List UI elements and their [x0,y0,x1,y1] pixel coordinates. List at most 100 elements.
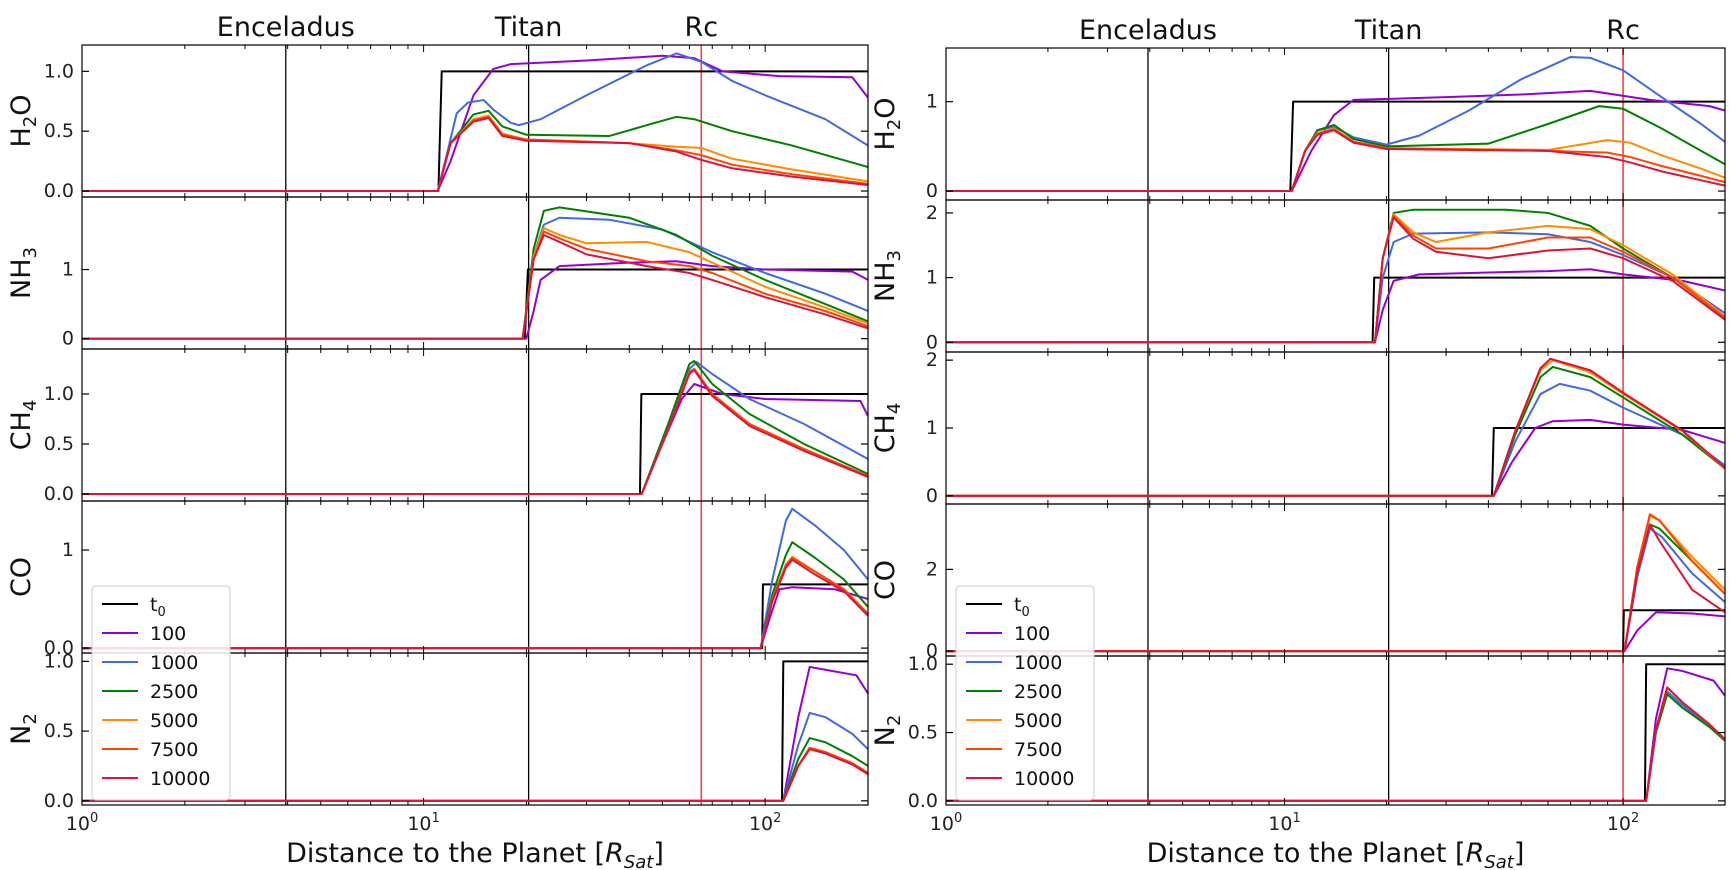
legend-label: 10000 [1014,768,1074,790]
y-tick-label: 1.0 [908,653,938,675]
series-line-t0 [946,276,1725,344]
y-tick-label: 1 [926,417,938,439]
series-group [946,513,1725,653]
y-axis-label: CH4 [6,400,41,451]
series-line-s10000 [82,234,868,340]
moon-label: Enceladus [1079,15,1217,46]
series-line-s10000 [82,117,868,193]
row-CO: 0.0 1 CO [6,500,869,659]
series-group [82,660,868,802]
moon-label: Titan [1354,15,1422,46]
y-axis-label: CO [6,557,37,597]
x-tick-label: 102 [749,811,781,835]
series-group [82,206,868,340]
rc-label: Rc [1606,15,1640,46]
series-line-s5000 [82,114,868,193]
series-line-s7500 [946,215,1725,344]
series-line-s7500 [82,368,868,495]
series-line-s10000 [82,369,868,495]
series-line-s10000 [946,216,1725,344]
row-CH4: 0 1 2 CH4 [870,349,1726,507]
y-tick-label: 1.0 [44,60,74,82]
series-line-t0 [82,393,868,495]
series-line-s5000 [82,368,868,495]
legend-label: t0 [1014,594,1030,620]
series-group [946,663,1725,802]
row-N2: 0.0 0.5 1.0 N2 [6,650,869,812]
row-N2: 0.0 0.5 1.0 N2 [870,653,1726,812]
y-axis-label: NH3 [6,247,41,299]
y-tick-label: 0 [926,640,938,662]
y-tick-label: 2 [926,558,938,580]
y-tick-label: 2 [926,202,938,224]
series-line-s1000 [82,361,868,495]
axes-frame [945,47,1726,201]
moon-label: Titan [494,12,562,43]
y-tick-label: 0.5 [908,722,938,744]
y-tick-label: 0 [926,485,938,507]
y-tick-label: 1 [926,91,938,113]
axes-frame [945,655,1726,806]
x-tick-label: 101 [407,811,439,835]
y-tick-label: 0.0 [44,180,74,202]
legend: t0 100 1000 2500 5000 7500 10000 [955,585,1095,801]
series-line-s100 [946,418,1725,497]
series-line-s2500 [82,109,868,193]
y-tick-label: 0 [926,331,938,353]
x-tick-label: 100 [930,811,962,835]
series-line-s1000 [946,55,1725,193]
y-tick-label: 0.0 [44,790,74,812]
legend: t0 100 1000 2500 5000 7500 10000 [91,585,231,801]
y-tick-label: 1.0 [44,650,74,672]
panel-right: Enceladus Titan Rc01H2O012NH3012CH402CO0.0… [870,15,1726,870]
series-line-s2500 [946,208,1725,344]
x-tick-label: 101 [1268,811,1300,835]
legend-label: 2500 [150,681,198,703]
y-tick-label: 2 [926,349,938,371]
series-line-s1000 [82,52,868,193]
y-tick-label: 1 [62,539,74,561]
legend-label: 7500 [150,739,198,761]
series-group [946,55,1725,193]
y-tick-label: 0.0 [908,790,938,812]
legend-label: 100 [150,623,186,645]
y-tick-label: 0 [926,180,938,202]
series-group [946,208,1725,344]
y-tick-label: 0 [62,328,74,350]
series-group [946,357,1725,497]
series-line-s100 [82,54,868,193]
rc-label: Rc [684,12,718,43]
y-tick-label: 0.5 [44,720,74,742]
y-axis-label: NH3 [870,250,905,302]
series-line-s2500 [946,105,1725,193]
series-line-s10000 [946,686,1725,802]
series-line-s2500 [946,365,1725,497]
series-line-s7500 [82,115,868,193]
series-group [82,360,868,495]
y-axis-label: N2 [870,715,905,747]
moon-label: Enceladus [217,12,355,43]
series-line-s10000 [82,558,868,650]
legend-label: t0 [150,594,166,620]
series-line-s100 [82,383,868,495]
x-tick-label: 100 [66,811,98,835]
x-tick-label: 102 [1607,811,1639,835]
y-axis-label: H2O [870,97,905,150]
series-line-s7500 [946,128,1725,193]
series-line-s10000 [946,523,1725,653]
series-line-s7500 [82,230,868,340]
series-line-s2500 [82,206,868,340]
y-axis-label: CO [870,560,901,600]
y-axis-label: N2 [6,713,41,745]
series-line-s5000 [82,227,868,340]
y-tick-label: 1 [926,267,938,289]
y-tick-label: 0.0 [44,637,74,659]
series-group [82,52,868,193]
row-H2O: 0 1 H2O [870,47,1726,202]
y-tick-label: 0.0 [44,483,74,505]
y-tick-label: 1 [62,259,74,281]
y-axis-label: CH4 [870,403,905,454]
legend-label: 5000 [1014,710,1062,732]
